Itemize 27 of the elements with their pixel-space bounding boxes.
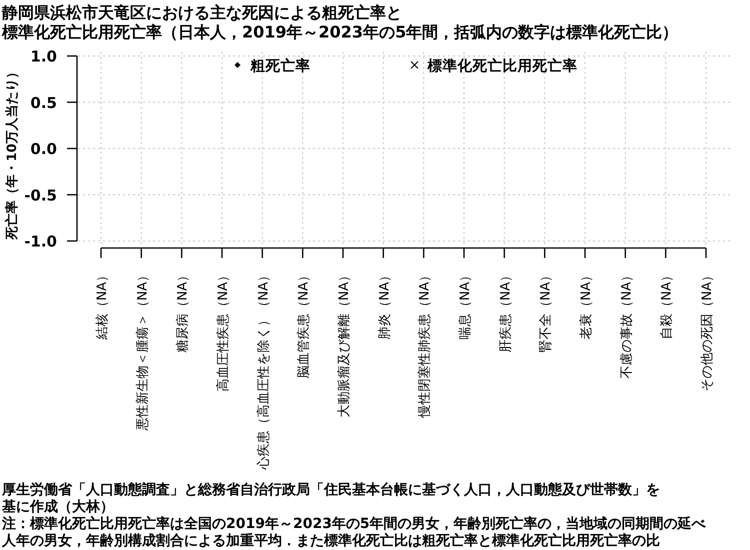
y-tick-label: 1.0 [30, 48, 57, 66]
chart-title: 静岡県浜松市天竜区における主な死因による粗死亡率と標準化死亡比用死亡率（日本人，2019年～2023年の5年間，括弧内の数字は標準化死亡比） [1, 3, 678, 42]
x-tick-label: 大動脈瘤及び解離（NA） [336, 269, 352, 418]
x-tick-label: 高血圧性疾患（NA） [215, 269, 231, 392]
x-tick-label: 老衰（NA） [578, 269, 594, 340]
x-tick-label: 悪性新生物＜腫瘍＞（NA） [135, 269, 150, 432]
x-tick-label: 不慮の事故（NA） [619, 269, 634, 379]
x-tick-label: 脳血管疾患（NA） [296, 269, 312, 379]
x-tick-label: 自殺（NA） [660, 269, 675, 340]
y-tick-label: -0.5 [24, 186, 57, 204]
x-tick-label: 腎不全（NA） [538, 269, 554, 353]
x-tick-label: その他の死因（NA） [700, 269, 715, 392]
y-axis-title: 死亡率（年・10万人当たり） [4, 66, 20, 240]
legend-label: 粗死亡率 [250, 56, 310, 74]
x-tick-label: 結核（NA） [95, 269, 110, 341]
legend-label: 標準化死亡比用死亡率 [426, 56, 578, 74]
x-tick-label: 肺炎（NA） [377, 269, 392, 340]
x-tick-label: 糖尿病（NA） [176, 269, 191, 353]
x-tick-label: 慢性閉塞性肺疾患（NA） [416, 269, 433, 419]
x-tick-label: 肝疾患（NA） [498, 269, 514, 353]
y-tick-label: 0.0 [30, 140, 57, 158]
text: 厚生労働省「人口動態調査」と総務省自治行政局「住民基本台帳に基づく人口，人口動態及び世帯数」を基に作成（大林） [1, 481, 660, 515]
x-tick-label: 心疾患（高血圧性を除く）（NA） [255, 269, 272, 471]
y-tick-label: 0.5 [30, 94, 57, 112]
y-tick-label: -1.0 [24, 232, 57, 250]
text: 注：標準化死亡比用死亡率は全国の2019年～2023年の5年間の男女，年齢別死亡率の，当地域の同期間の延べ人年の男女，年齢別構成割合による加重平均．また標準化死亡比は粗死亡率と標準化死亡比用死亡率の比 [1, 515, 707, 549]
x-tick-label: 喘息（NA） [458, 269, 473, 340]
